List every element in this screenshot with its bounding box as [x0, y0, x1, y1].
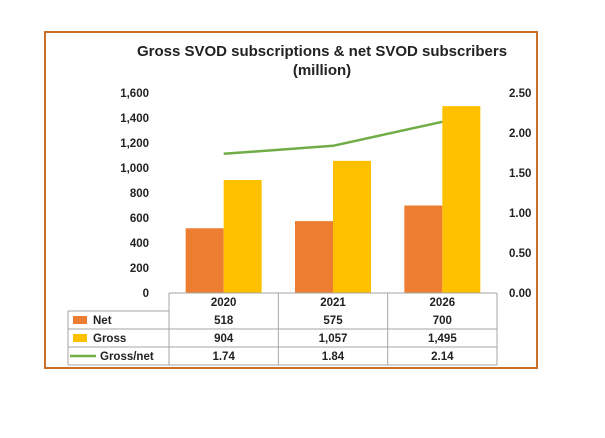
- x-tick-label: 2026: [430, 297, 456, 309]
- data-label: 1.84: [322, 351, 345, 363]
- chart-title: Gross SVOD subscriptions & net SVOD subs…: [137, 43, 507, 60]
- chart-frame: Gross SVOD subscriptions & net SVOD subs…: [44, 31, 538, 369]
- bar-gross: [223, 180, 262, 293]
- y-right-tick-label: 2.50: [509, 88, 531, 100]
- data-label: 1,495: [428, 333, 457, 345]
- legend-label: Gross: [93, 333, 126, 345]
- y-left-tick-label: 0: [143, 288, 149, 300]
- chart-subtitle: (million): [293, 62, 351, 79]
- y-right-tick-label: 0.00: [509, 288, 531, 300]
- y-left-tick-label: 800: [130, 188, 149, 200]
- bar-net: [404, 205, 443, 293]
- legend-key-net: [73, 316, 87, 324]
- x-tick-label: 2021: [320, 297, 346, 309]
- data-label: 575: [323, 315, 343, 327]
- y-left-tick-label: 1,600: [120, 88, 149, 100]
- bar-gross: [333, 160, 371, 293]
- bars: [185, 106, 481, 293]
- y-right-tick-label: 1.50: [509, 168, 531, 180]
- line-gross-net: [223, 120, 443, 156]
- y-left-tick-label: 1,200: [120, 138, 149, 150]
- chart: Gross SVOD subscriptions & net SVOD subs…: [67, 43, 531, 366]
- legend-key-gross: [73, 334, 87, 342]
- legend-label: Gross/net: [100, 351, 154, 363]
- y-left-tick-label: 1,400: [120, 113, 149, 125]
- y-right-tick-label: 2.00: [509, 128, 531, 140]
- y-right-tick-label: 0.50: [509, 248, 531, 260]
- bar-net: [185, 228, 224, 293]
- data-label: 1,057: [319, 333, 348, 345]
- y-left-tick-label: 600: [130, 213, 149, 225]
- y-right-tick-label: 1.00: [509, 208, 531, 220]
- y-left-tick-label: 1,000: [120, 163, 149, 175]
- line-series: [223, 120, 443, 156]
- data-label: 904: [214, 333, 234, 345]
- data-table: 2020 2021 2026 Net 518 575 700 Gross 904 1,057 1,4…: [67, 292, 498, 366]
- y-left-tick-label: 200: [130, 263, 149, 275]
- y-left-tick-label: 400: [130, 238, 149, 250]
- data-label: 700: [433, 315, 452, 327]
- data-label: 1.74: [212, 351, 235, 363]
- x-tick-label: 2020: [211, 297, 237, 309]
- axes: 0 200 400 600 800 1,000 1,200 1,400 1,600 0.00 0.5…: [120, 88, 531, 300]
- legend-label: Net: [93, 315, 112, 327]
- bar-net: [295, 221, 333, 293]
- data-label: 518: [214, 315, 234, 327]
- data-label: 2.14: [431, 351, 454, 363]
- bar-gross: [442, 106, 481, 293]
